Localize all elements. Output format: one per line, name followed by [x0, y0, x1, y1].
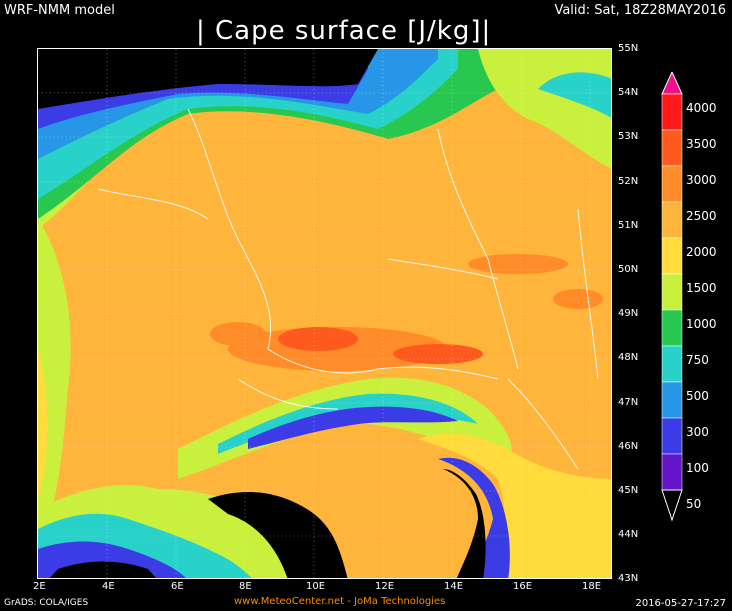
- colorbar-segment: [661, 201, 683, 239]
- lat-label: 49N: [618, 308, 639, 319]
- colorbar-cap-bottom: [661, 489, 683, 522]
- model-label: WRF-NMM model: [4, 3, 115, 18]
- colorbar-label: 2500: [686, 209, 717, 223]
- colorbar-label: 3000: [686, 173, 717, 187]
- lat-label: 51N: [618, 220, 639, 231]
- lon-label: 4E: [102, 581, 115, 592]
- lon-label: 18E: [582, 581, 602, 592]
- lon-label: 8E: [239, 581, 252, 592]
- colorbar: [661, 72, 683, 522]
- lat-label: 55N: [618, 43, 639, 54]
- lon-label: 14E: [444, 581, 464, 592]
- lon-label: 12E: [375, 581, 395, 592]
- valid-time: Valid: Sat, 18Z28MAY2016: [554, 3, 726, 18]
- map-title: | Cape surface [J/kg]|: [196, 16, 492, 46]
- lon-label: 2E: [33, 581, 46, 592]
- colorbar-label: 750: [686, 353, 709, 367]
- colorbar-label: 100: [686, 461, 709, 475]
- lat-label: 54N: [618, 87, 639, 98]
- colorbar-segment: [661, 309, 683, 347]
- colorbar-label: 4000: [686, 101, 717, 115]
- lat-label: 44N: [618, 529, 639, 540]
- footer-credit: GrADS: COLA/IGES: [4, 598, 89, 608]
- colorbar-label: 3500: [686, 137, 717, 151]
- colorbar-segment: [661, 453, 683, 491]
- colorbar-label: 300: [686, 425, 709, 439]
- colorbar-segment: [661, 237, 683, 275]
- cape-map: [37, 48, 612, 579]
- colorbar-label: 2000: [686, 245, 717, 259]
- colorbar-label: 500: [686, 389, 709, 403]
- lat-label: 53N: [618, 131, 639, 142]
- lon-label: 10E: [306, 581, 326, 592]
- lat-label: 45N: [618, 485, 639, 496]
- footer-site: www.MeteoCenter.net - JoMa Technologies: [234, 596, 446, 607]
- lon-label: 16E: [513, 581, 533, 592]
- colorbar-label: 50: [686, 497, 702, 511]
- colorbar-segment: [661, 129, 683, 167]
- colorbar-cap-top: [661, 72, 683, 95]
- colorbar-segment: [661, 273, 683, 311]
- colorbar-segment: [661, 417, 683, 455]
- lat-label: 47N: [618, 397, 639, 408]
- colorbar-segment: [661, 93, 683, 131]
- lat-label: 46N: [618, 441, 639, 452]
- colorbar-label: 1500: [686, 281, 717, 295]
- colorbar-label: 1000: [686, 317, 717, 331]
- colorbar-segment: [661, 381, 683, 419]
- footer-timestamp: 2016-05-27-17:27: [635, 598, 726, 609]
- lat-label: 48N: [618, 352, 639, 363]
- lat-label: 52N: [618, 176, 639, 187]
- lon-label: 6E: [171, 581, 184, 592]
- lat-label: 43N: [618, 573, 639, 584]
- colorbar-segment: [661, 345, 683, 383]
- colorbar-segment: [661, 165, 683, 203]
- lat-label: 50N: [618, 264, 639, 275]
